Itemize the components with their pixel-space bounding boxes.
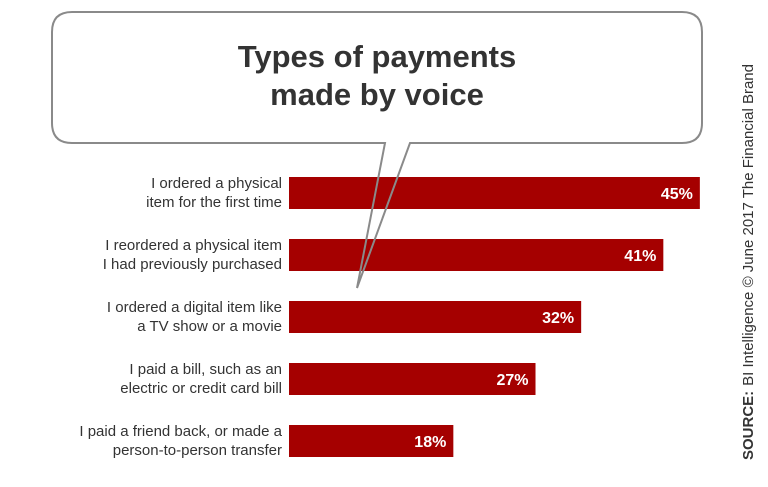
bar [289,239,664,271]
bar [289,301,582,333]
value-label: 41% [624,248,656,265]
bars: 45% 41% 32% 27% 18% [289,177,700,457]
source-label: SOURCE: [740,391,757,460]
source-text: BI Intelligence © June 2017 The Financia… [740,64,757,386]
bar [289,177,700,209]
category-label: I paid a bill, such as an electric or cr… [120,361,282,397]
source: SOURCE: BI Intelligence © June 2017 The F… [740,64,757,460]
category-label: I ordered a physical item for the first … [146,175,282,211]
value-label: 45% [661,186,693,203]
value-label: 32% [542,310,574,327]
speech-bubble [51,11,703,289]
bar [289,425,454,457]
category-label: I ordered a digital item like a TV show … [106,299,282,335]
chart-title: Types of payments made by voice [237,39,517,112]
category-label: I reordered a physical item I had previo… [102,237,282,273]
value-label: 27% [496,372,528,389]
bar [289,363,536,395]
category-label: I paid a friend back, or made a person-t… [79,423,282,459]
value-label: 18% [414,434,446,451]
